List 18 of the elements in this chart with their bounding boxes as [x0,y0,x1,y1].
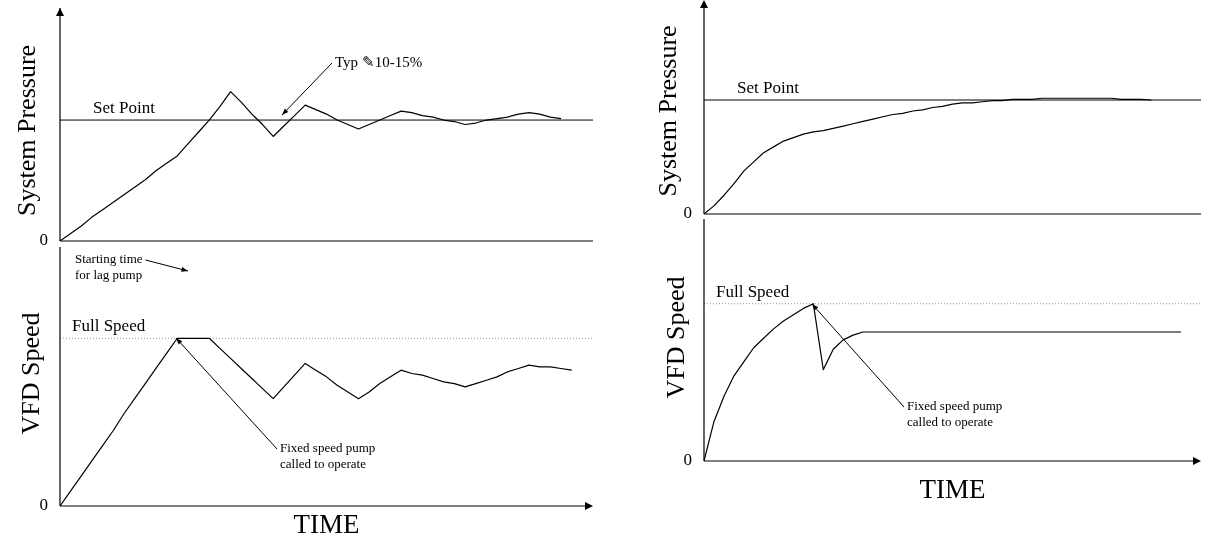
annotation: Fixed speed pump called to operate [907,398,1003,430]
text: 0 [39,230,48,250]
ref-line-label: Set Point [737,77,800,97]
text: 0 [683,203,692,223]
text: 0 [39,495,48,515]
text: Typ ✎10-15% [335,53,423,70]
x-axis-title: TIME [919,474,986,505]
y-axis-title: System Pressure [652,25,682,197]
ref-line-label: Full Speed [72,316,146,336]
text: 0 [683,450,692,470]
annotation: Fixed speed pump called to operate [280,440,376,472]
ref-line-label: Full Speed [716,281,790,301]
y-axis-title: VFD Speed [15,312,45,435]
y-axis-title: System Pressure [11,44,41,217]
ref-line-label: Set Point [93,98,156,118]
x-axis-title: TIME [293,509,360,540]
text: Starting time for lag pump [75,251,143,283]
y-axis-title: VFD Speed [660,276,690,399]
